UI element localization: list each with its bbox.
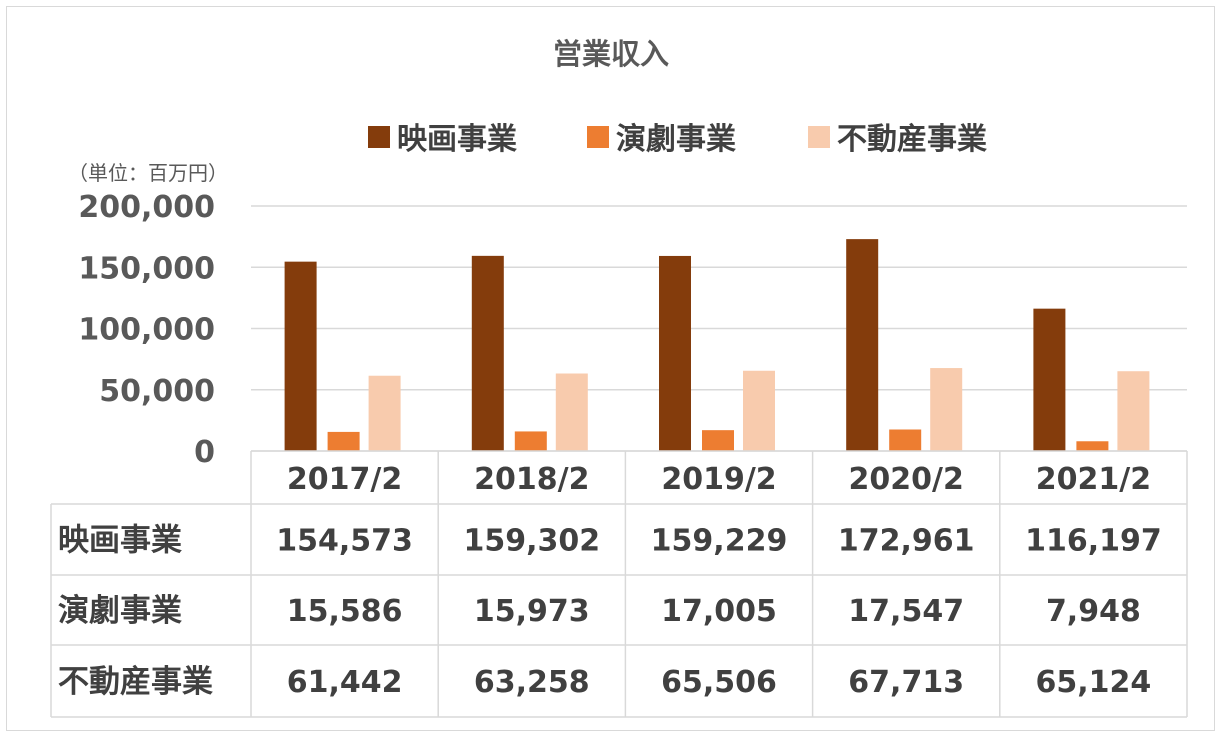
bar-3-5 xyxy=(1117,371,1150,451)
table-cell: 154,573 xyxy=(276,524,413,559)
table-cell: 65,124 xyxy=(1036,665,1152,700)
bar-2-1 xyxy=(327,431,360,451)
y-tick-label: 50,000 xyxy=(99,374,215,409)
table-cell: 15,973 xyxy=(474,594,590,629)
bar-2-3 xyxy=(702,430,734,451)
y-tick-label: 200,000 xyxy=(78,190,215,225)
bar-3-1 xyxy=(368,375,401,451)
y-axis-ticks: 0 50,000 100,000 150,000 200,000 xyxy=(78,190,215,470)
table-cell: 116,197 xyxy=(1025,524,1162,559)
y-tick-label: 150,000 xyxy=(78,251,215,286)
y-tick-label: 100,000 xyxy=(78,313,215,348)
category-label: 2018/2 xyxy=(474,462,589,497)
table-cell: 17,547 xyxy=(848,594,964,629)
bar-1-4 xyxy=(846,239,879,451)
bar-1-1 xyxy=(284,261,317,451)
table-cell: 17,005 xyxy=(661,594,777,629)
bar-2-4 xyxy=(889,429,922,451)
table-row-label: 映画事業 xyxy=(58,523,182,559)
legend: 映画事業 演劇事業 不動産事業 xyxy=(368,122,987,157)
category-label: 2021/2 xyxy=(1036,462,1151,497)
bar-3-3 xyxy=(743,370,775,451)
y-tick-label: 0 xyxy=(194,435,215,470)
table-cell: 159,229 xyxy=(651,524,788,559)
table-row-label: 不動産事業 xyxy=(58,664,213,700)
table-cell: 15,586 xyxy=(287,594,403,629)
legend-swatch-2 xyxy=(587,126,609,148)
legend-swatch-3 xyxy=(808,126,830,148)
table-cell: 63,258 xyxy=(474,665,590,700)
legend-label-3: 不動産事業 xyxy=(837,122,987,157)
bar-2-2 xyxy=(514,431,547,451)
table-cell: 67,713 xyxy=(848,665,964,700)
bar-3-4 xyxy=(930,368,963,451)
table-cell: 172,961 xyxy=(838,524,975,559)
category-label: 2020/2 xyxy=(849,462,964,497)
data-table: 2017/2 2018/2 2019/2 2020/2 2021/2 映画事業 154,57… xyxy=(50,450,1188,718)
bar-3-2 xyxy=(555,373,588,451)
bar-1-3 xyxy=(659,255,691,451)
table-cell: 159,302 xyxy=(463,524,600,559)
bar-2-5 xyxy=(1076,441,1109,451)
legend-label-1: 映画事業 xyxy=(397,122,517,157)
category-label: 2019/2 xyxy=(661,462,776,497)
legend-swatch-1 xyxy=(368,126,390,148)
chart-title: 営業収入 xyxy=(553,37,669,71)
table-row-label: 演劇事業 xyxy=(58,593,182,629)
bar-1-5 xyxy=(1033,308,1066,451)
chart-frame xyxy=(6,6,1215,731)
table-cell: 61,442 xyxy=(287,665,403,700)
table-cell: 65,506 xyxy=(661,665,777,700)
bar-1-2 xyxy=(471,255,504,451)
category-label: 2017/2 xyxy=(287,462,402,497)
bars xyxy=(284,239,1150,451)
unit-label: （単位：百万円） xyxy=(68,161,228,185)
legend-label-2: 演劇事業 xyxy=(616,122,736,157)
table-cell: 7,948 xyxy=(1046,594,1141,629)
